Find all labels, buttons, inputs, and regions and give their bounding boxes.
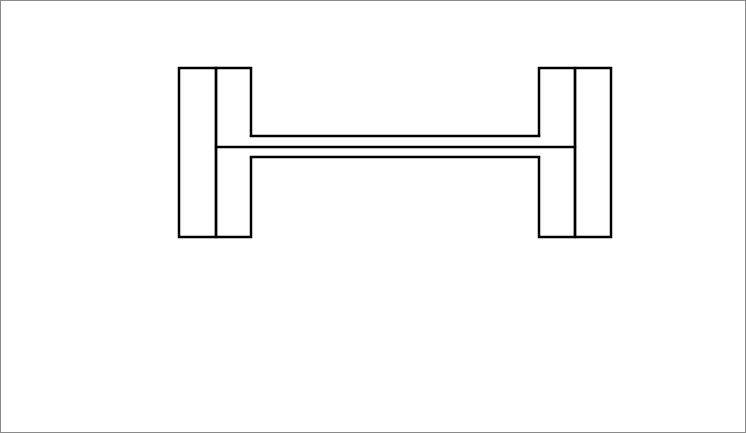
center-shaft [214,134,577,159]
left-outer-plate [177,66,218,239]
right-outer-plate [573,66,613,239]
